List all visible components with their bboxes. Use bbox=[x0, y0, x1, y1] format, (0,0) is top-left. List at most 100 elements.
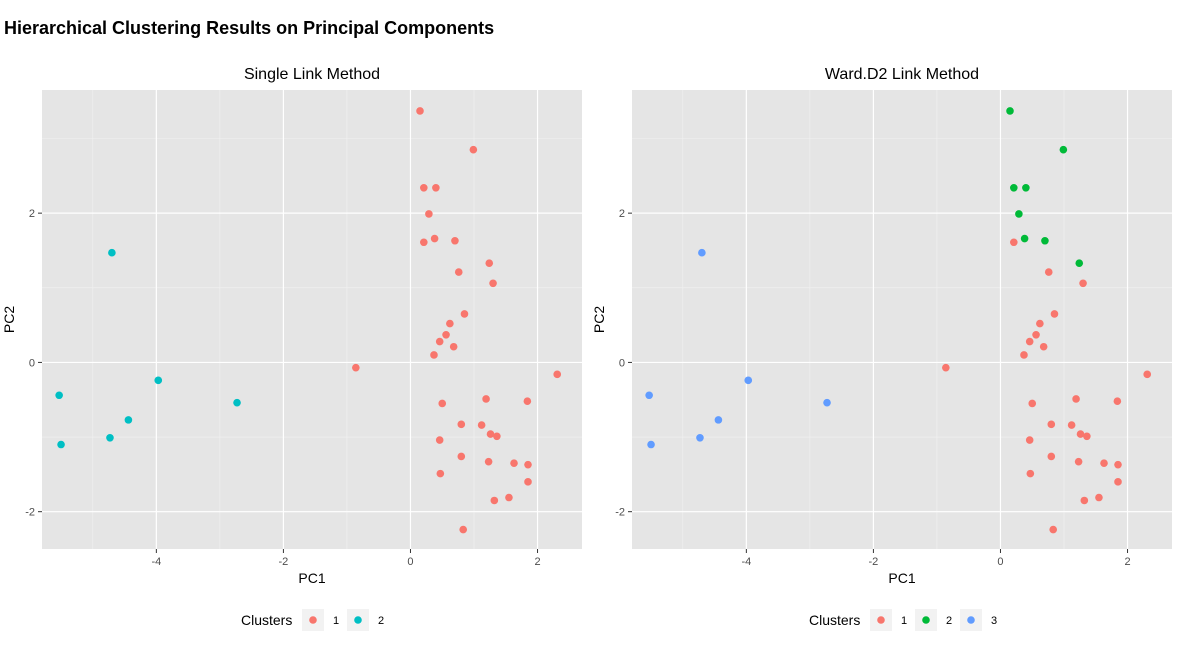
legend-label: 3 bbox=[991, 615, 997, 627]
data-point bbox=[454, 268, 463, 276]
legend-key bbox=[309, 616, 317, 624]
x-tick-label: -4 bbox=[741, 556, 751, 568]
data-point bbox=[486, 430, 495, 438]
data-point bbox=[1020, 351, 1028, 359]
data-point bbox=[1059, 145, 1068, 154]
x-tick-label: 2 bbox=[1124, 556, 1130, 568]
y-tick-label: 0 bbox=[29, 357, 35, 369]
plot-background bbox=[42, 90, 582, 549]
data-point bbox=[1039, 342, 1048, 351]
data-point bbox=[698, 248, 706, 257]
data-point bbox=[435, 436, 444, 444]
data-point bbox=[1100, 459, 1108, 467]
data-point bbox=[435, 337, 444, 346]
figure-title: Hierarchical Clustering Results on Princ… bbox=[4, 18, 495, 38]
series-2 bbox=[1006, 107, 1084, 267]
data-point bbox=[1143, 370, 1152, 379]
x-tick-label: 0 bbox=[997, 556, 1003, 568]
data-point bbox=[1114, 460, 1122, 469]
data-point bbox=[823, 398, 831, 407]
data-point bbox=[1047, 452, 1056, 461]
data-point bbox=[449, 342, 458, 351]
data-point bbox=[1020, 234, 1029, 243]
legend: Clusters 1 2 3 bbox=[809, 609, 997, 631]
data-point bbox=[1067, 421, 1076, 429]
legend-key bbox=[877, 616, 885, 624]
data-point bbox=[1015, 210, 1023, 218]
chart-title: Single Link Method bbox=[244, 66, 380, 83]
data-point bbox=[430, 351, 438, 359]
data-point bbox=[446, 319, 454, 328]
data-point bbox=[1072, 395, 1080, 403]
legend-key bbox=[354, 616, 362, 624]
data-point bbox=[1074, 457, 1083, 466]
y-tick-label: -2 bbox=[615, 507, 625, 519]
data-point bbox=[416, 107, 424, 115]
data-point bbox=[1083, 432, 1091, 441]
data-point bbox=[1036, 319, 1044, 328]
data-point bbox=[451, 236, 459, 245]
data-point bbox=[1113, 397, 1122, 406]
data-point bbox=[553, 370, 562, 379]
series-2 bbox=[55, 248, 241, 449]
data-point bbox=[420, 183, 428, 192]
data-point bbox=[432, 183, 440, 192]
data-point bbox=[1026, 469, 1035, 478]
data-point bbox=[510, 459, 518, 467]
data-point bbox=[714, 416, 723, 424]
data-point bbox=[1050, 310, 1059, 318]
data-point bbox=[469, 145, 478, 154]
data-point bbox=[457, 420, 466, 429]
x-axis-title: PC1 bbox=[888, 570, 915, 586]
data-point bbox=[1080, 496, 1089, 505]
data-point bbox=[233, 398, 241, 407]
data-point bbox=[1041, 236, 1049, 245]
data-point bbox=[1114, 478, 1122, 486]
data-point bbox=[1032, 331, 1040, 339]
x-tick-label: 2 bbox=[534, 556, 540, 568]
series-3 bbox=[645, 248, 831, 449]
plot-background bbox=[632, 90, 1172, 549]
data-point bbox=[1022, 183, 1030, 192]
series-1 bbox=[352, 107, 562, 534]
data-point bbox=[442, 331, 450, 339]
data-point bbox=[108, 248, 116, 257]
data-point bbox=[490, 496, 499, 505]
y-tick-label: 2 bbox=[29, 208, 35, 220]
data-point bbox=[57, 440, 65, 449]
data-point bbox=[1044, 268, 1053, 276]
y-tick-label: 2 bbox=[619, 208, 625, 220]
y-axis-title: PC2 bbox=[591, 306, 607, 333]
data-point bbox=[420, 238, 428, 247]
data-point bbox=[1095, 493, 1103, 502]
y-axis-title: PC2 bbox=[1, 306, 17, 333]
data-point bbox=[352, 363, 360, 372]
data-point bbox=[505, 493, 513, 502]
data-point bbox=[124, 416, 133, 424]
data-point bbox=[436, 469, 445, 478]
x-axis-title: PC1 bbox=[298, 570, 325, 586]
legend-label: 1 bbox=[901, 615, 907, 627]
data-point bbox=[106, 433, 114, 442]
legend-label: 2 bbox=[946, 615, 952, 627]
y-tick-label: -2 bbox=[25, 507, 35, 519]
legend-key bbox=[967, 616, 975, 624]
chart-panel-2: -4 -2 0 2 -2 0 2 Ward.D2 Link Method PC1 PC2 Clust… bbox=[591, 66, 1172, 631]
x-tick-label: -2 bbox=[869, 556, 879, 568]
data-point bbox=[1010, 238, 1018, 247]
data-point bbox=[1075, 259, 1084, 267]
data-point bbox=[1025, 436, 1034, 444]
y-tick-label: 0 bbox=[619, 357, 625, 369]
data-point bbox=[459, 525, 468, 534]
data-point bbox=[1076, 430, 1085, 438]
legend-title: Clusters bbox=[241, 612, 292, 628]
data-point bbox=[55, 391, 63, 400]
data-point bbox=[523, 397, 532, 406]
data-point bbox=[1049, 525, 1057, 534]
data-point bbox=[744, 376, 753, 385]
legend-label: 2 bbox=[378, 615, 384, 627]
data-point bbox=[457, 452, 466, 461]
data-point bbox=[647, 440, 655, 449]
data-point bbox=[438, 399, 447, 408]
